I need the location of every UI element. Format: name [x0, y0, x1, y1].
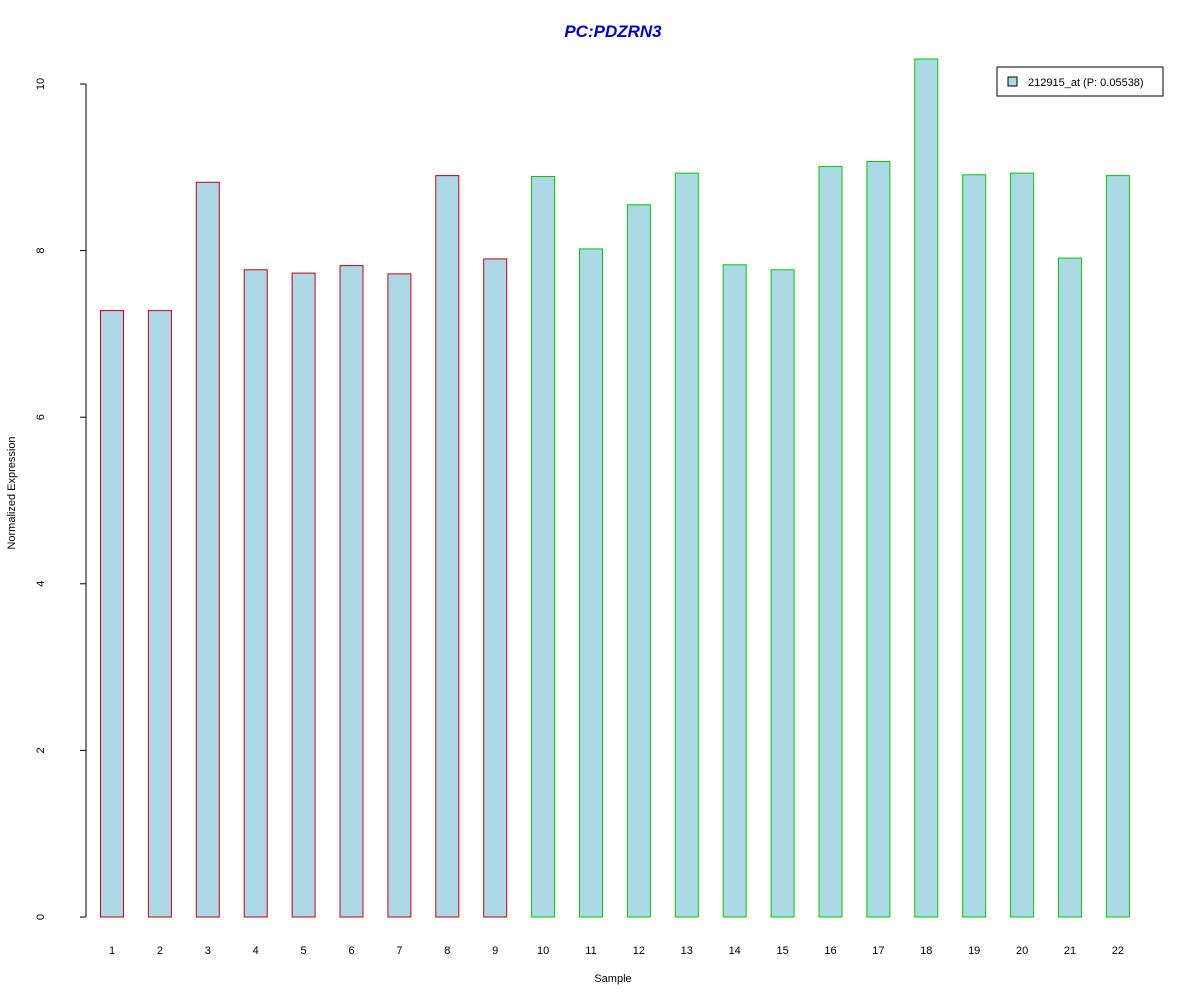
x-tick-label: 14	[729, 945, 741, 957]
x-tick-label: 6	[348, 945, 354, 957]
bar-sample-17	[866, 161, 891, 918]
x-tick-label: 10	[537, 945, 549, 957]
y-tick-label: 6	[35, 414, 47, 420]
y-axis-label: Normalized Expression	[6, 436, 18, 549]
y-tick-label: 8	[35, 248, 47, 254]
legend: 212915_at (P: 0.05538)	[996, 66, 1164, 97]
bar-sample-11	[579, 248, 603, 918]
bar-sample-4	[243, 269, 268, 918]
bar-sample-3	[195, 181, 220, 918]
x-tick-label: 12	[633, 945, 645, 957]
bar-sample-15	[770, 269, 795, 918]
x-tick-label: 15	[776, 945, 788, 957]
y-axis: 0 2 4 6 8 10	[35, 78, 87, 920]
x-tick-label: 9	[492, 945, 498, 957]
x-tick-label: 7	[396, 945, 402, 957]
x-tick-label: 21	[1064, 945, 1076, 957]
bar-sample-18	[914, 58, 939, 918]
bar-sample-13	[674, 172, 699, 918]
bar-sample-12	[626, 204, 651, 918]
x-tick-label: 2	[157, 945, 163, 957]
x-axis-label: Sample	[594, 973, 631, 985]
x-tick-label: 20	[1016, 945, 1028, 957]
x-tick-label: 5	[301, 945, 307, 957]
bar-sample-19	[962, 174, 987, 918]
y-tick-label: 2	[35, 747, 47, 753]
x-tick-label: 18	[920, 945, 932, 957]
x-tick-label: 1	[109, 945, 115, 957]
x-tick-label: 8	[444, 945, 450, 957]
bar-sample-1	[100, 310, 124, 918]
bar-sample-20	[1010, 172, 1035, 918]
x-tick-label: 16	[824, 945, 836, 957]
bar-sample-5	[291, 272, 316, 918]
bar-sample-10	[531, 176, 556, 918]
bar-sample-16	[818, 166, 843, 918]
bar-sample-22	[1105, 175, 1130, 918]
bar-sample-6	[339, 265, 364, 918]
legend-entry-label: 212915_at (P: 0.05538)	[1028, 77, 1144, 89]
y-tick-label: 10	[35, 78, 47, 90]
x-tick-label: 3	[205, 945, 211, 957]
x-tick-label: 17	[872, 945, 884, 957]
bar-sample-14	[722, 264, 747, 918]
x-tick-label: 19	[968, 945, 980, 957]
x-tick-label: 22	[1112, 945, 1124, 957]
x-tick-label: 11	[585, 945, 596, 957]
y-tick-label: 0	[35, 914, 47, 920]
x-tick-labels: 1 2 3 4 5 6 7 8 9 10 11 12 13 14 15 16 17 18 19 20 21 22	[109, 945, 1124, 957]
bar-sample-7	[387, 273, 412, 918]
bars	[100, 58, 1130, 918]
legend-swatch	[1007, 76, 1018, 87]
chart-title: PC:PDZRN3	[564, 22, 662, 41]
x-tick-label: 4	[253, 945, 259, 957]
bar-sample-8	[435, 175, 460, 918]
bar-sample-21	[1058, 257, 1082, 918]
x-tick-label: 13	[681, 945, 693, 957]
legend-box	[996, 66, 1164, 97]
y-tick-label: 4	[35, 581, 47, 587]
bar-sample-9	[483, 258, 508, 918]
bar-sample-2	[147, 310, 172, 918]
